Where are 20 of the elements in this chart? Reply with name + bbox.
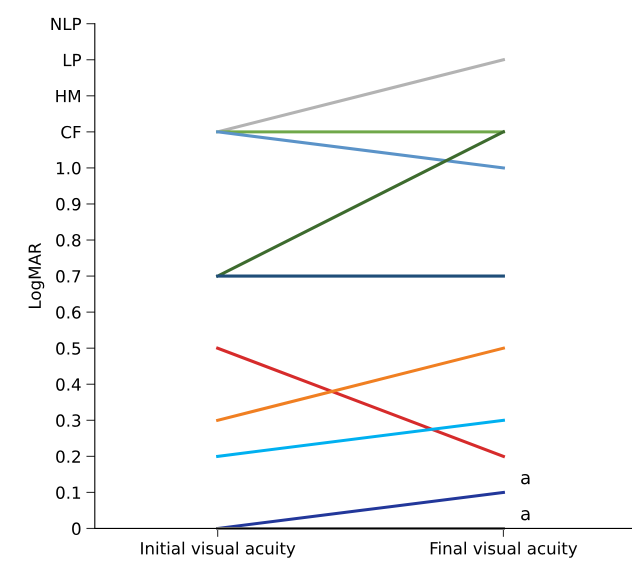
y-tick-label: 0.3	[56, 414, 80, 427]
y-tick-label: 0.1	[56, 486, 80, 499]
annotation: a	[521, 474, 530, 484]
y-tick-label: CF	[61, 126, 81, 138]
y-tick-label: LP	[64, 54, 82, 66]
y-tick-label: HM	[56, 90, 80, 102]
y-tick-label: 0.7	[56, 270, 80, 283]
y-tick-label: 0.8	[56, 234, 80, 247]
y-tick-label: NLP	[51, 18, 82, 30]
y-tick-label: 0.5	[56, 342, 80, 355]
y-tick-label: 1.0	[56, 162, 80, 174]
y-tick-label: 0	[72, 522, 80, 536]
annotation: a	[521, 510, 530, 520]
y-tick-label: 0.2	[56, 450, 80, 463]
y-tick-label: 0.4	[56, 378, 81, 391]
y-tick-label: 0.6	[56, 306, 81, 319]
y-axis-title: LogMAR	[28, 242, 44, 308]
x-tick-label: Initial visual acuity	[141, 542, 296, 558]
y-tick-label: 0.9	[56, 198, 80, 211]
x-tick-label: Final visual acuity	[430, 542, 578, 558]
